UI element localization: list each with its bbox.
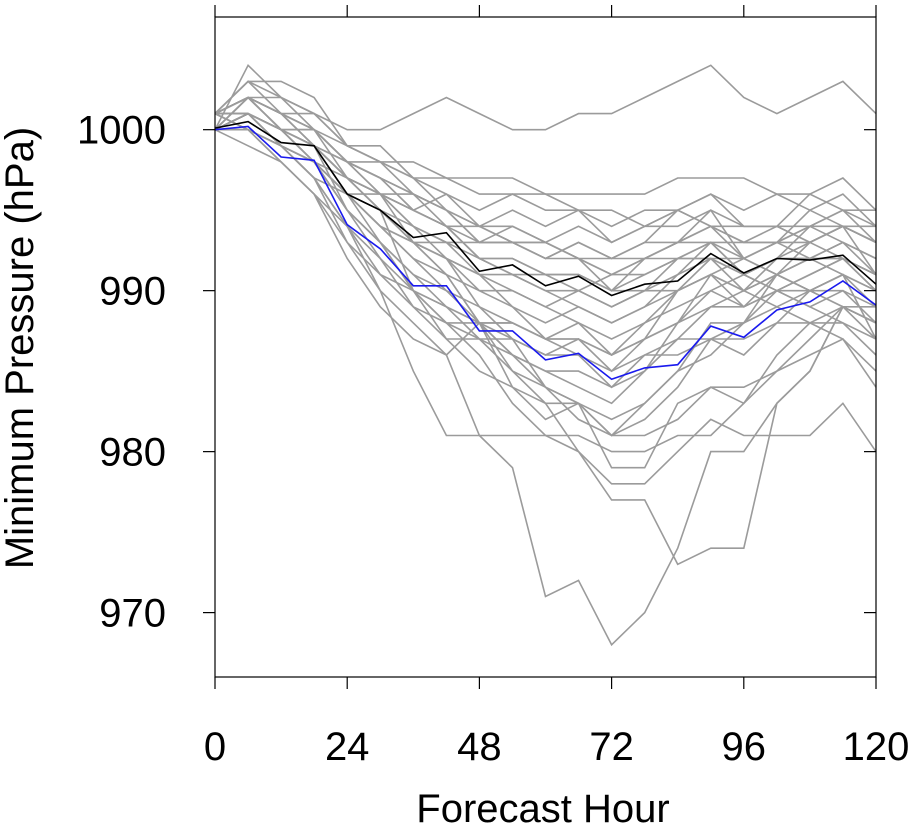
- ensemble-member-line-17: [214, 96, 877, 244]
- ensemble-member-line-5: [214, 112, 877, 647]
- ensemble-member-line-9: [214, 96, 877, 373]
- x-tick-label: 96: [722, 725, 767, 769]
- ensemble-member-line-27: [214, 112, 876, 244]
- ensemble-member-line-32: [215, 128, 877, 372]
- x-axis-ticks: 0 24 48 72 96 120: [204, 5, 910, 769]
- highlight-lines: [214, 120, 877, 381]
- ensemble-member-line-16: [214, 112, 877, 453]
- highlight-series-line-2: [214, 125, 877, 381]
- y-axis-ticks: 970 980 990 1000: [77, 109, 876, 636]
- ensemble-member-line-3: [214, 80, 877, 260]
- y-tick-label: 1000: [77, 109, 166, 153]
- ensemble-member-line-10: [214, 112, 877, 421]
- x-tick-label: 72: [589, 725, 634, 769]
- ensemble-member-line-14: [214, 96, 876, 437]
- ensemble-member-line-30: [214, 96, 877, 276]
- x-tick-label: 0: [204, 725, 226, 769]
- y-tick-label: 990: [99, 270, 166, 314]
- plot-border: [214, 16, 877, 678]
- plot-frame: [214, 16, 877, 678]
- ensemble-member-line-37: [215, 112, 877, 324]
- ensemble-member-line-25: [215, 128, 877, 372]
- x-tick-label: 48: [457, 725, 502, 769]
- y-tick-label: 980: [99, 431, 166, 475]
- ensemble-member-line-11: [214, 80, 877, 356]
- ensemble-member-line-2: [214, 63, 877, 566]
- ensemble-member-line-35: [214, 96, 877, 276]
- ensemble-member-line-15: [214, 112, 877, 485]
- x-tick-label: 120: [843, 725, 910, 769]
- highlight-series-line-1: [214, 120, 877, 297]
- x-axis-title: Forecast Hour: [416, 787, 669, 827]
- ensemble-member-line-1: [214, 64, 877, 131]
- y-axis-title: Minimum Pressure (hPa): [0, 127, 42, 569]
- y-tick-label: 970: [99, 592, 166, 636]
- ensemble-member-line-31: [215, 112, 877, 389]
- ensemble-lines: [214, 63, 877, 647]
- x-tick-label: 24: [325, 725, 370, 769]
